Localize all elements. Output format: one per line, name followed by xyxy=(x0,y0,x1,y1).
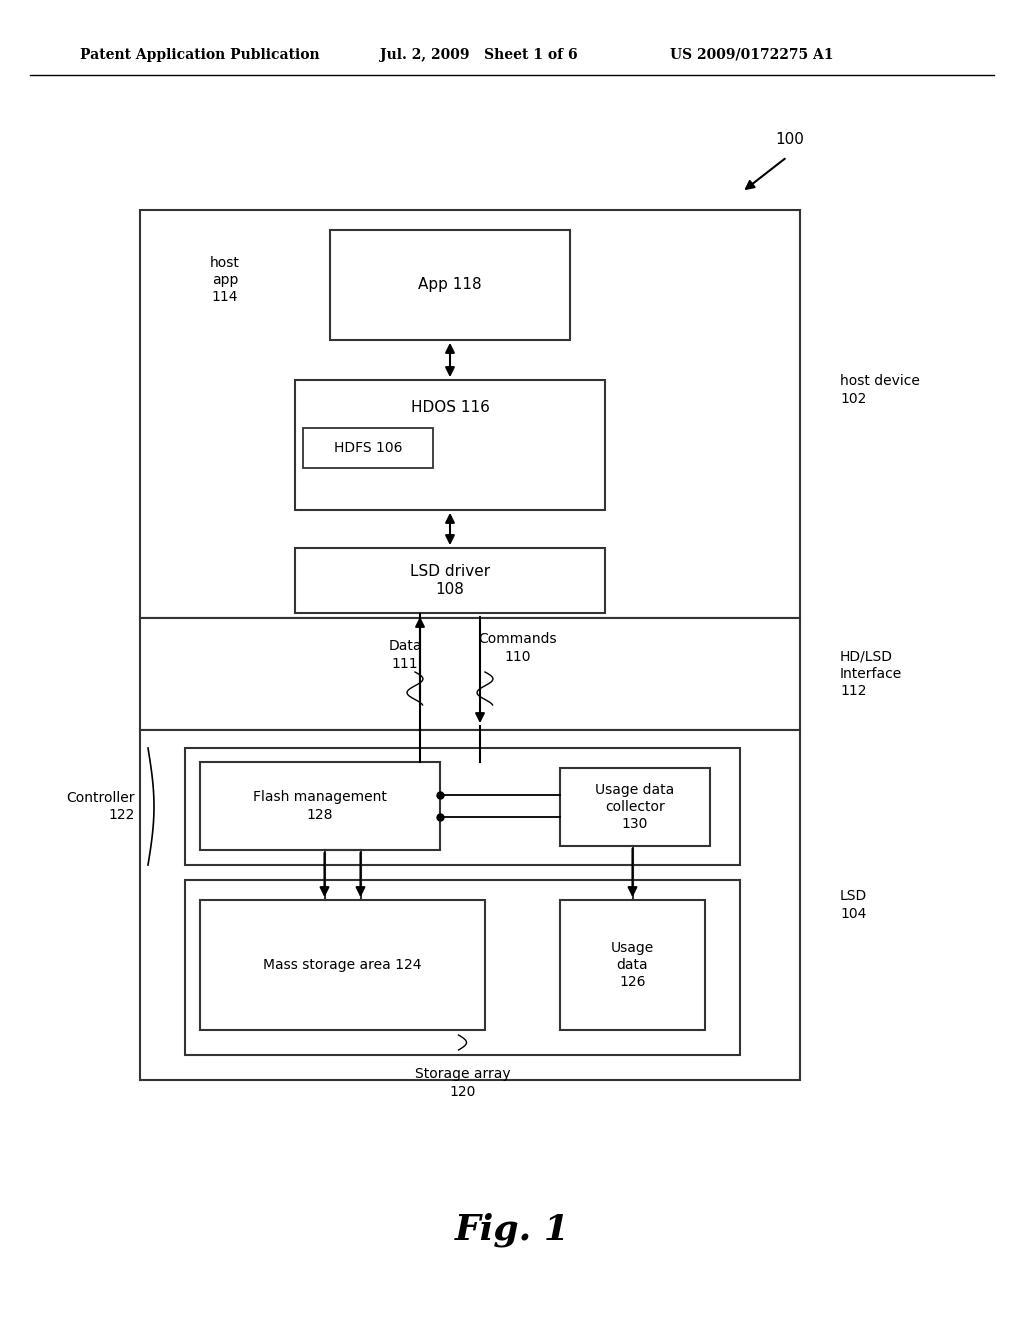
Text: Controller
122: Controller 122 xyxy=(67,791,135,822)
Text: App 118: App 118 xyxy=(418,277,482,293)
Bar xyxy=(330,230,570,341)
Bar xyxy=(140,210,800,618)
Bar xyxy=(303,428,433,469)
Text: LSD driver
108: LSD driver 108 xyxy=(410,564,490,597)
Text: 100: 100 xyxy=(775,132,805,148)
Bar xyxy=(200,762,440,850)
Bar xyxy=(560,768,710,846)
Text: LSD
104: LSD 104 xyxy=(840,890,867,920)
Text: Commands
110: Commands 110 xyxy=(478,632,557,664)
Text: host
app
114: host app 114 xyxy=(210,256,240,305)
Text: host device
102: host device 102 xyxy=(840,375,920,405)
Bar xyxy=(200,900,485,1030)
Text: HD/LSD
Interface
112: HD/LSD Interface 112 xyxy=(840,649,902,698)
Text: Storage array
120: Storage array 120 xyxy=(415,1068,510,1098)
Text: HDOS 116: HDOS 116 xyxy=(411,400,489,416)
Text: Patent Application Publication: Patent Application Publication xyxy=(80,48,319,62)
Text: US 2009/0172275 A1: US 2009/0172275 A1 xyxy=(670,48,834,62)
Bar xyxy=(140,618,800,730)
Bar xyxy=(295,380,605,510)
Bar xyxy=(140,730,800,1080)
Text: Fig. 1: Fig. 1 xyxy=(455,1213,569,1247)
Text: Usage
data
126: Usage data 126 xyxy=(611,941,654,989)
Text: Usage data
collector
130: Usage data collector 130 xyxy=(595,783,675,832)
Text: Data
111: Data 111 xyxy=(388,639,422,671)
Bar xyxy=(185,748,740,865)
Text: Jul. 2, 2009   Sheet 1 of 6: Jul. 2, 2009 Sheet 1 of 6 xyxy=(380,48,578,62)
Text: Flash management
128: Flash management 128 xyxy=(253,791,387,821)
Text: Mass storage area 124: Mass storage area 124 xyxy=(263,958,422,972)
Bar xyxy=(560,900,705,1030)
Text: HDFS 106: HDFS 106 xyxy=(334,441,402,455)
Bar xyxy=(185,880,740,1055)
Bar xyxy=(295,548,605,612)
